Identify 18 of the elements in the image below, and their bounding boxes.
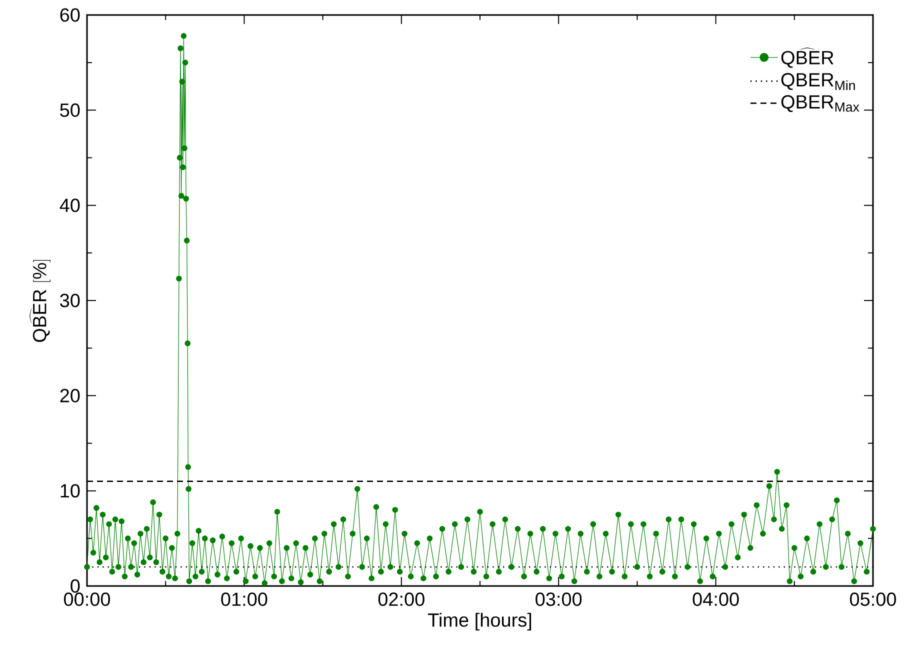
y-tick-label: 30 — [60, 294, 80, 308]
x-tick-label: 03:00 — [536, 592, 582, 606]
x-tick-label: 01:00 — [221, 592, 268, 606]
x-tick-label: 05:00 — [850, 592, 896, 606]
y-tick-label: 0 — [70, 579, 80, 593]
y-axis-title: $\widehat{\mathrm{QBER}}\ [\%]$ — [29, 260, 50, 342]
x-tick-label: 00:00 — [64, 592, 110, 606]
legend-label: QBER$_{Min}$ — [781, 73, 855, 90]
y-tick-label: 50 — [60, 103, 80, 117]
x-tick-label: 02:00 — [378, 592, 424, 606]
x-axis-title: Time [hours] — [428, 612, 532, 631]
y-tick-label: 20 — [60, 388, 80, 402]
legend-label: $\widehat{\mathrm{QBER}}$ — [781, 48, 834, 68]
x-tick-label: 04:00 — [692, 592, 739, 606]
legend-label: QBER$_{Max}$ — [781, 95, 860, 112]
y-tick-label: 60 — [60, 8, 80, 22]
y-tick-label: 40 — [60, 198, 80, 212]
y-tick-label: 10 — [60, 484, 80, 498]
